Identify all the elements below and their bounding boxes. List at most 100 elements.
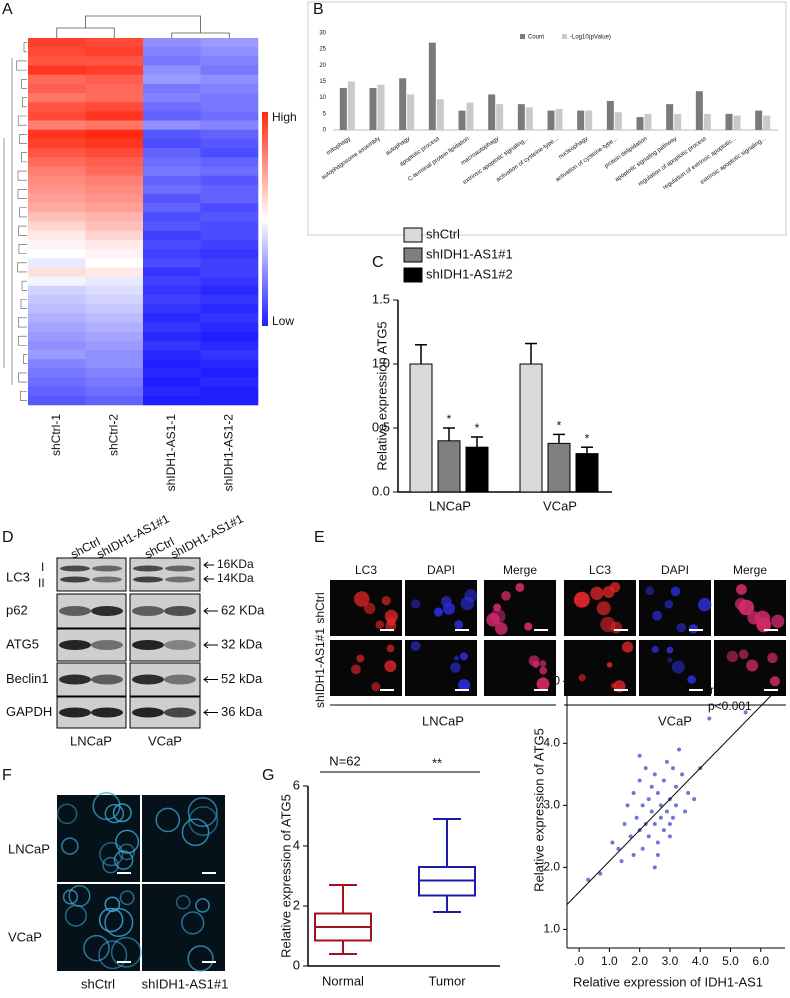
- heatmap-cell: [143, 294, 201, 305]
- cell: [410, 641, 421, 652]
- cell: [769, 676, 780, 687]
- point: [670, 766, 675, 771]
- cell: [113, 850, 134, 870]
- heatmap-cell: [85, 368, 144, 378]
- heatmap-cell: [28, 285, 86, 296]
- cell: [651, 645, 659, 654]
- heatmap-cell: [143, 340, 201, 351]
- cell: [384, 609, 398, 623]
- heatmap-cell: [143, 331, 201, 342]
- cell: [454, 655, 460, 661]
- heatmap-cell: [143, 157, 201, 167]
- cell: [645, 586, 655, 596]
- heatmap-cell: [143, 359, 201, 369]
- point: [664, 809, 669, 814]
- heatmap-cell: [85, 148, 144, 158]
- condition-label: shIDH1-AS1#1: [313, 628, 327, 708]
- heatmap-cell: [143, 47, 201, 57]
- bar: [674, 113, 682, 130]
- heatmap-cell: [28, 377, 86, 387]
- heatmap-cell: [28, 93, 86, 103]
- column-label: shIDH1-AS1#1: [142, 976, 229, 991]
- colorbar-label: Low: [272, 314, 294, 328]
- y-tick-label: 4: [293, 837, 300, 852]
- heatmap-cell: [143, 138, 201, 149]
- cell: [621, 641, 634, 653]
- cell: [104, 896, 121, 913]
- y-tick-label: 4.0: [543, 735, 560, 749]
- band: [59, 606, 91, 616]
- bar: [409, 363, 433, 493]
- heatmap-cell: [85, 111, 144, 121]
- heatmap-cell: [85, 65, 144, 75]
- bar: [465, 446, 489, 493]
- cell: [524, 622, 533, 631]
- point: [586, 877, 591, 882]
- heatmap-cell: [85, 267, 144, 277]
- legend-swatch: [403, 247, 423, 263]
- panel-letter: F: [2, 767, 12, 784]
- band: [91, 606, 123, 616]
- bar: [466, 102, 474, 130]
- heatmap-cell: [28, 368, 86, 378]
- bar: [525, 107, 533, 130]
- heatmap-cell: [85, 175, 144, 186]
- cell: [98, 907, 124, 933]
- row-label: LC3: [6, 569, 30, 584]
- heatmap-cell: [28, 359, 86, 369]
- y-tick-label: 0.0: [372, 483, 390, 498]
- cell: [687, 675, 696, 684]
- heatmap-cell: [28, 267, 86, 277]
- point: [674, 784, 678, 789]
- heatmap-cell: [28, 38, 86, 48]
- heatmap-cell: [200, 258, 259, 268]
- size-label: 16KDa: [217, 557, 254, 571]
- heatmap-cell: [200, 230, 259, 241]
- y-tick-label: 0: [323, 128, 327, 134]
- heatmap-cell: [28, 74, 86, 85]
- point: [637, 753, 642, 758]
- group-label: VCaP: [658, 713, 692, 728]
- point: [743, 710, 748, 715]
- cell: [609, 581, 621, 593]
- heatmap-cell: [143, 349, 201, 360]
- cell: [386, 644, 395, 653]
- heatmap-cell: [143, 166, 201, 176]
- legend-label: -Log10(pValue): [570, 35, 611, 41]
- heatmap-cell: [85, 47, 144, 57]
- fit-line: [566, 680, 786, 905]
- cell: [652, 610, 663, 621]
- cell: [181, 818, 210, 847]
- cell: [738, 599, 755, 616]
- row-label: II: [38, 576, 45, 590]
- cell: [385, 620, 397, 632]
- point: [680, 772, 685, 777]
- heatmap-cell: [200, 386, 259, 397]
- band: [132, 707, 164, 718]
- band: [92, 576, 122, 583]
- heatmap-cell: [200, 349, 259, 360]
- cell: [736, 584, 747, 595]
- heatmap-cell: [28, 56, 86, 66]
- bar: [547, 442, 571, 493]
- point: [637, 778, 642, 783]
- heatmap-cell: [28, 331, 86, 342]
- heatmap-cell: [85, 212, 144, 222]
- heatmap-cell: [200, 276, 259, 287]
- arrow: [203, 641, 218, 649]
- column-dendrogram: [56, 15, 230, 38]
- heatmap-cell: [200, 331, 259, 342]
- band: [164, 707, 196, 718]
- heatmap-cell: [85, 304, 144, 314]
- heatmap-cell: [200, 193, 259, 204]
- heatmap-cell: [143, 148, 201, 158]
- point: [649, 784, 654, 789]
- point: [631, 852, 636, 857]
- bar: [606, 100, 614, 130]
- y-tick-label: 15: [319, 79, 326, 85]
- heatmap-cell: [85, 56, 144, 66]
- x-tick-label: 5.0: [722, 954, 739, 968]
- bar: [436, 99, 444, 130]
- cell: [83, 934, 110, 962]
- cell: [433, 607, 443, 617]
